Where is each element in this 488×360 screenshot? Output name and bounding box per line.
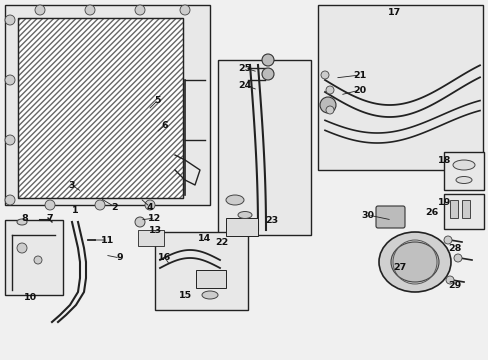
Bar [5,5,209,205]
Circle shape [145,200,155,210]
Circle shape [262,54,273,66]
Text: 4: 4 [146,202,153,212]
Text: 16: 16 [158,253,171,262]
Bar [218,60,310,235]
Ellipse shape [455,176,471,184]
Bar [317,5,482,170]
Text: 20: 20 [353,86,366,95]
Circle shape [325,106,333,114]
Bar [5,220,63,295]
Ellipse shape [378,232,450,292]
Text: 8: 8 [21,213,28,222]
Bar [461,200,469,218]
Text: 2: 2 [111,202,118,212]
Circle shape [85,5,95,15]
Bar [449,200,457,218]
Text: 22: 22 [215,238,228,247]
Ellipse shape [238,212,251,219]
Text: 5: 5 [154,95,161,104]
Circle shape [262,68,273,80]
Text: 26: 26 [425,207,438,216]
Circle shape [5,135,15,145]
Text: 3: 3 [69,180,75,189]
Circle shape [453,254,461,262]
Circle shape [95,200,105,210]
Circle shape [443,236,451,244]
Bar [196,270,225,288]
Circle shape [5,15,15,25]
Text: 27: 27 [392,264,406,273]
Text: 15: 15 [178,291,191,300]
Circle shape [34,256,42,264]
Circle shape [320,71,328,79]
FancyBboxPatch shape [375,206,404,228]
Circle shape [180,5,190,15]
Circle shape [445,276,453,284]
Text: 30: 30 [361,211,374,220]
Text: 21: 21 [353,71,366,80]
Bar [443,152,483,190]
Circle shape [135,217,145,227]
Ellipse shape [17,219,27,225]
Text: 13: 13 [148,225,161,234]
Bar [225,218,258,236]
Text: 29: 29 [447,280,461,289]
Circle shape [325,86,333,94]
Text: 18: 18 [437,156,451,165]
Text: 25: 25 [238,63,251,72]
Text: 1: 1 [72,206,78,215]
Text: 10: 10 [23,293,37,302]
Circle shape [319,97,335,113]
Text: 6: 6 [162,121,168,130]
Text: 11: 11 [101,235,114,244]
Ellipse shape [202,291,218,299]
Bar [18,18,183,198]
Circle shape [35,5,45,15]
Text: 17: 17 [387,8,401,17]
Text: 19: 19 [437,198,451,207]
Ellipse shape [225,195,244,205]
Circle shape [5,195,15,205]
Bar [18,18,183,198]
Text: 14: 14 [198,234,211,243]
Circle shape [17,243,27,253]
Ellipse shape [390,242,438,282]
Text: 12: 12 [148,213,162,222]
Text: 23: 23 [265,216,278,225]
Text: 7: 7 [46,213,53,222]
Text: 28: 28 [447,243,461,252]
Text: 9: 9 [117,253,123,262]
Bar [443,194,483,229]
Circle shape [135,5,145,15]
Circle shape [45,200,55,210]
Circle shape [5,75,15,85]
Bar [155,232,247,310]
Ellipse shape [452,160,474,170]
Text: 24: 24 [238,81,251,90]
Bar [138,230,163,246]
